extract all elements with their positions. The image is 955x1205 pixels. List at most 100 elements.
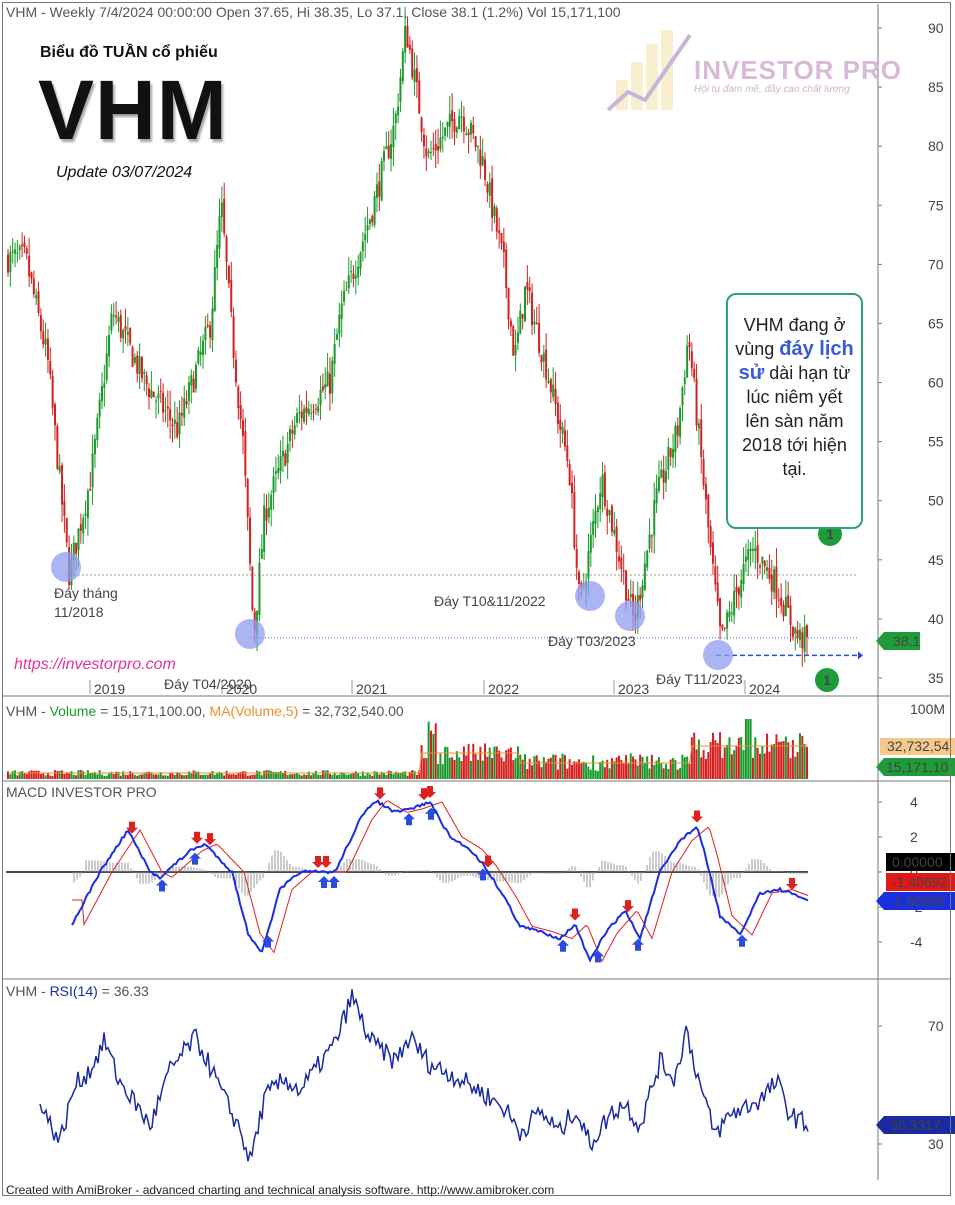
volume-bar — [756, 747, 759, 779]
candle-body — [751, 549, 754, 551]
last-price-tag — [876, 632, 920, 650]
volume-bar — [561, 753, 564, 779]
volume-bar — [383, 773, 385, 779]
volume-bar — [150, 772, 153, 779]
volume-bar — [343, 773, 346, 779]
candle-body — [446, 122, 449, 127]
candle-body — [676, 425, 679, 436]
volume-bar — [291, 774, 294, 779]
candle-body — [249, 517, 252, 564]
volume-bar — [455, 751, 458, 779]
candle-body — [535, 322, 538, 325]
candle-body — [242, 420, 244, 436]
sell-arrow — [786, 878, 798, 890]
candle-body — [150, 389, 153, 398]
candle-body — [573, 491, 576, 548]
candle-body — [211, 308, 214, 341]
volume-bar — [162, 775, 165, 779]
candle-body — [227, 266, 230, 284]
volume-bar — [190, 772, 193, 779]
volume-bar — [328, 773, 331, 779]
volume-bar — [524, 754, 526, 779]
volume-bar — [780, 741, 783, 779]
candle-body — [237, 386, 240, 408]
candle-body — [328, 373, 331, 394]
candle-body — [789, 605, 792, 626]
volume-bar — [359, 775, 362, 779]
sell-arrow — [320, 856, 332, 868]
volume-bar — [56, 770, 59, 779]
candle-body — [343, 291, 346, 302]
volume-bar — [744, 719, 747, 779]
candle-body — [777, 599, 780, 601]
website-link[interactable]: https://investorpro.com — [14, 656, 176, 673]
volume-bar — [216, 773, 219, 779]
candle-body — [326, 371, 329, 387]
candle-body — [310, 412, 313, 414]
volume-bar — [493, 746, 496, 779]
volume-bar — [509, 747, 512, 779]
volume-bar — [192, 770, 195, 779]
candle-body — [730, 612, 733, 614]
volume-bar — [58, 770, 61, 779]
volume-bar — [625, 755, 628, 779]
volume-bar — [373, 771, 376, 779]
volume-bar — [63, 774, 66, 779]
candle-body — [408, 44, 411, 50]
volume-bar — [37, 770, 40, 779]
candle-body — [488, 182, 491, 196]
sell-arrow — [374, 787, 386, 800]
volume-bar — [498, 750, 501, 779]
candle-body — [596, 507, 599, 513]
volume-bar — [321, 770, 324, 779]
candle-body — [592, 521, 595, 535]
bottom-marker — [51, 552, 81, 582]
volume-bar — [719, 732, 722, 779]
candle-body — [437, 146, 440, 151]
candle-body — [613, 529, 616, 534]
volume-bar — [86, 770, 89, 779]
macd-line-tag-label: -1.60982 — [890, 893, 945, 909]
volume-bar — [613, 761, 616, 779]
candle-body — [719, 598, 722, 627]
volume-bar — [448, 757, 451, 779]
volume-bar — [500, 757, 503, 779]
rsi-tag — [876, 1116, 955, 1134]
candle-body — [650, 535, 653, 537]
volume-bar — [427, 721, 430, 779]
volume-bar — [789, 758, 792, 779]
candle-body — [119, 315, 122, 338]
candle-body — [289, 428, 291, 441]
volume-bar — [460, 761, 463, 779]
candle-body — [744, 556, 747, 562]
candle-body — [728, 611, 731, 618]
volume-bar — [547, 758, 550, 779]
volume-bar — [512, 760, 515, 779]
volume-bar — [707, 752, 710, 779]
volume-bar — [51, 775, 54, 779]
year-label: 2022 — [488, 681, 519, 697]
candle-body — [350, 271, 353, 273]
candle-body — [364, 233, 367, 241]
volume-bar — [712, 732, 714, 779]
candle-body — [533, 321, 536, 325]
candle-body — [232, 316, 235, 358]
candle-body — [502, 241, 505, 252]
volume-bar — [279, 771, 282, 779]
volume-bar — [307, 771, 310, 779]
volume-bar — [98, 770, 101, 779]
candle-body — [213, 267, 216, 312]
volume-bar — [93, 772, 96, 779]
candle-body — [234, 359, 237, 383]
volume-bar — [178, 773, 181, 779]
candle-body — [279, 456, 282, 472]
candle-body — [768, 567, 771, 580]
candle-body — [462, 116, 465, 132]
candle-body — [373, 196, 376, 226]
buy-arrow — [477, 868, 489, 881]
volume-bar — [763, 753, 766, 779]
candle-body — [129, 327, 132, 344]
candle-body — [136, 355, 139, 374]
sell-arrow — [204, 833, 216, 846]
